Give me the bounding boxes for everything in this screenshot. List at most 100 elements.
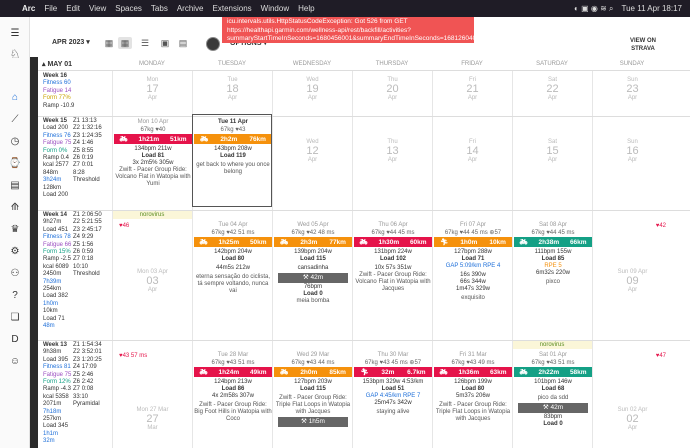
- day-cell[interactable]: ♥43 57 ms Mon 27 Mar 27 Mar: [112, 341, 192, 448]
- status-icons[interactable]: ◐ ▣ ◉ ≋ ⌕: [574, 3, 614, 13]
- day-cell[interactable]: Fri 31 Mar 67kg ♥43 49 ms 🚲︎ 1h36m 63km 12…: [432, 341, 512, 448]
- watch-icon[interactable]: ⌚: [8, 158, 22, 169]
- day-cell[interactable]: Thu 13 Apr: [352, 117, 432, 210]
- activity-bar[interactable]: 🚲︎ 2h0m 85km: [274, 367, 352, 377]
- day-cell[interactable]: ♥47 Sun 02 Apr 02 Apr: [592, 341, 672, 448]
- week-summary[interactable]: Week 15 Load 200 Fitness 76 Fatigue 75 F…: [38, 117, 112, 210]
- activity-card[interactable]: Fri 31 Mar 67kg ♥43 49 ms 🚲︎ 1h36m 63km 12…: [434, 351, 512, 423]
- user-icon[interactable]: ☺: [9, 356, 21, 367]
- trophy-icon[interactable]: ♛: [10, 224, 20, 235]
- activity-bar[interactable]: 🚲︎ 1h24m 49km: [194, 367, 272, 377]
- menu-spaces[interactable]: Spaces: [115, 4, 142, 13]
- menu-tabs[interactable]: Tabs: [150, 4, 168, 13]
- athlete-avatar[interactable]: [206, 37, 220, 51]
- view-on-strava-link[interactable]: VIEW ON STRAVA: [629, 38, 656, 52]
- day-cell[interactable]: Sat 22 Apr: [512, 71, 592, 116]
- activity-bar[interactable]: 🚲︎ 2h22m 58km: [514, 367, 592, 377]
- day-cell[interactable]: Wed 19 Apr: [272, 71, 352, 116]
- day-cell[interactable]: Tue 28 Mar 67kg ♥43 51 ms 🚲︎ 1h24m 49km 12…: [192, 341, 272, 448]
- error-toast[interactable]: icu.intervals.utils.HttpStatusCodeExcept…: [222, 17, 474, 43]
- month-selector[interactable]: APR 2023 ▾: [52, 39, 90, 46]
- activity-card[interactable]: Mon 10 Apr 67kg ♥40 🚲︎ 1h21m 51km 134bpm 2…: [114, 118, 192, 188]
- day-cell[interactable]: Mon 17 Apr: [112, 71, 192, 116]
- clock-icon[interactable]: ◷: [10, 136, 20, 147]
- week-summary[interactable]: Week 14 9h27m Load 451 Fitness 78 Fatigu…: [38, 211, 112, 340]
- day-cell[interactable]: Wed 29 Mar 67kg ♥43 44 ms 🚲︎ 2h0m 85km 127…: [272, 341, 352, 448]
- menu-window[interactable]: Window: [260, 4, 290, 13]
- day-cell[interactable]: Mon 10 Apr 67kg ♥40 🚲︎ 1h21m 51km 134bpm 2…: [112, 117, 192, 210]
- day-cell[interactable]: Sun 23 Apr: [592, 71, 672, 116]
- day-cell[interactable]: Sat 15 Apr: [512, 117, 592, 210]
- day-cell[interactable]: Fri 14 Apr: [432, 117, 512, 210]
- activity-bar[interactable]: 🚲︎ 1h30m 60km: [354, 237, 432, 247]
- settings-icon[interactable]: ⚙: [10, 246, 20, 257]
- day-cell[interactable]: Wed 05 Apr 67kg ♥42 48 ms 🚲︎ 2h3m 77km 139…: [272, 211, 352, 340]
- week-summary[interactable]: Week 13 9h38m Load 395 Fitness 81 Fatigu…: [38, 341, 112, 448]
- menu-archive[interactable]: Archive: [176, 4, 204, 13]
- day-cell[interactable]: Wed 12 Apr: [272, 117, 352, 210]
- activity-card[interactable]: Thu 30 Mar 67kg ♥43 45 ms ⊕57 🏃︎ 32m 6.7km…: [354, 351, 432, 416]
- calendar-list-icon[interactable]: ▤: [10, 180, 20, 191]
- menu-extensions[interactable]: Extensions: [212, 4, 252, 13]
- strength-bar[interactable]: ⚒ 1h5m: [278, 417, 348, 427]
- activity-bar[interactable]: 🚲︎ 2h2m 76km: [194, 134, 272, 144]
- menu-app-name[interactable]: Arc: [22, 4, 36, 13]
- home-icon[interactable]: ⌂: [11, 92, 19, 103]
- activity-bar[interactable]: 🚲︎ 2h38m 66km: [514, 237, 592, 247]
- activity-bar[interactable]: 🚲︎ 1h21m 51km: [114, 134, 192, 144]
- options-button[interactable]: OPTIONS ▾: [230, 40, 267, 47]
- calendar-week-view-icon[interactable]: ▦: [104, 38, 114, 48]
- activity-bar[interactable]: 🚲︎ 1h36m 63km: [434, 367, 512, 377]
- strength-bar[interactable]: ⚒ 42m: [278, 273, 348, 283]
- activity-card[interactable]: Tue 28 Mar 67kg ♥43 51 ms 🚲︎ 1h24m 49km 12…: [194, 351, 272, 423]
- day-cell[interactable]: ♥46 Mon 03 Apr 03 Apr: [112, 211, 192, 340]
- menu-view[interactable]: View: [89, 4, 107, 13]
- help-icon[interactable]: ?: [12, 290, 18, 301]
- activity-card[interactable]: Wed 29 Mar 67kg ♥43 44 ms 🚲︎ 2h0m 85km 127…: [274, 351, 352, 428]
- activity-chart-icon[interactable]: ⟋: [11, 114, 19, 125]
- copy-icon[interactable]: ❏: [10, 312, 20, 323]
- activity-card[interactable]: Fri 07 Apr 67kg ♥44 45 ms ⊕57 🏃︎ 1h0m 10km…: [434, 221, 512, 302]
- menu-file[interactable]: File: [44, 4, 58, 13]
- day-cell[interactable]: Thu 30 Mar 67kg ♥43 45 ms ⊕57 🏃︎ 32m 6.7km…: [352, 341, 432, 448]
- day-cell[interactable]: Thu 20 Apr: [352, 71, 432, 116]
- day-cell[interactable]: Tue 11 Apr 67kg ♥43 🚲︎ 2h2m 76km 143bpm 20…: [192, 117, 272, 210]
- activity-bar[interactable]: 🚲︎ 1h25m 50km: [194, 237, 272, 247]
- day-cell[interactable]: Sat 01 Apr 67kg ♥43 51 ms 🚲︎ 2h22m 58km 10…: [512, 341, 592, 448]
- activity-card[interactable]: Tue 11 Apr 67kg ♥43 🚲︎ 2h2m 76km 143bpm 20…: [194, 118, 272, 176]
- menu-edit[interactable]: Edit: [66, 4, 81, 13]
- app-logo-icon[interactable]: ♘: [9, 47, 21, 61]
- current-week-label[interactable]: ▴ MAY 01: [42, 61, 72, 68]
- day-cell[interactable]: Fri 21 Apr: [432, 71, 512, 116]
- note-badge[interactable]: norovirus: [512, 341, 592, 349]
- activity-card[interactable]: Thu 06 Apr 67kg ♥44 45 ms 🚲︎ 1h30m 60km 13…: [354, 221, 432, 293]
- note-badge[interactable]: norovirus: [112, 211, 192, 219]
- elevation-value: 848m: [43, 169, 59, 176]
- day-cell[interactable]: Sun 16 Apr: [592, 117, 672, 210]
- menubar-clock[interactable]: Tue 11 Apr 18:17: [621, 4, 683, 13]
- calendar-grid-view-icon[interactable]: ▦: [118, 37, 132, 49]
- activity-bar[interactable]: 🏃︎ 32m 6.7km: [354, 367, 432, 377]
- list-view-icon[interactable]: ☰: [140, 38, 150, 48]
- feedback-icon[interactable]: D: [11, 334, 19, 345]
- activity-bar[interactable]: 🏃︎ 1h0m 10km: [434, 237, 512, 247]
- day-cell[interactable]: Thu 06 Apr 67kg ♥44 45 ms 🚲︎ 1h30m 60km 13…: [352, 211, 432, 340]
- trend-icon[interactable]: ⟰: [10, 202, 20, 213]
- add-event-icon[interactable]: ▣: [160, 38, 170, 48]
- day-cell[interactable]: Fri 07 Apr 67kg ♥44 45 ms ⊕57 🏃︎ 1h0m 10km…: [432, 211, 512, 340]
- strength-bar[interactable]: ⚒ 42m: [518, 403, 588, 413]
- activity-card[interactable]: Wed 05 Apr 67kg ♥42 48 ms 🚲︎ 2h3m 77km 139…: [274, 221, 352, 305]
- activity-card[interactable]: Tue 04 Apr 67kg ♥42 51 ms 🚲︎ 1h25m 50km 14…: [194, 221, 272, 295]
- activity-card[interactable]: Sat 01 Apr 67kg ♥43 51 ms 🚲︎ 2h22m 58km 10…: [514, 351, 592, 428]
- people-icon[interactable]: ⚇: [10, 268, 20, 279]
- day-cell[interactable]: ♥42 Sun 09 Apr 09 Apr: [592, 211, 672, 340]
- activity-card[interactable]: Sat 08 Apr 67kg ♥44 45 ms 🚲︎ 2h38m 66km 11…: [514, 221, 592, 286]
- day-cell[interactable]: Sat 08 Apr 67kg ♥44 45 ms 🚲︎ 2h38m 66km 11…: [512, 211, 592, 340]
- day-cell[interactable]: Tue 18 Apr: [192, 71, 272, 116]
- calendar-icon[interactable]: ▤: [178, 38, 188, 48]
- day-cell[interactable]: Tue 04 Apr 67kg ♥42 51 ms 🚲︎ 1h25m 50km 14…: [192, 211, 272, 340]
- activity-bar[interactable]: 🚲︎ 2h3m 77km: [274, 237, 352, 247]
- menu-help[interactable]: Help: [298, 4, 315, 13]
- hamburger-menu-icon[interactable]: ☰: [10, 28, 20, 39]
- week-summary[interactable]: Week 16 Fitness 60 Fatigue 14 Form 77% R…: [38, 71, 112, 116]
